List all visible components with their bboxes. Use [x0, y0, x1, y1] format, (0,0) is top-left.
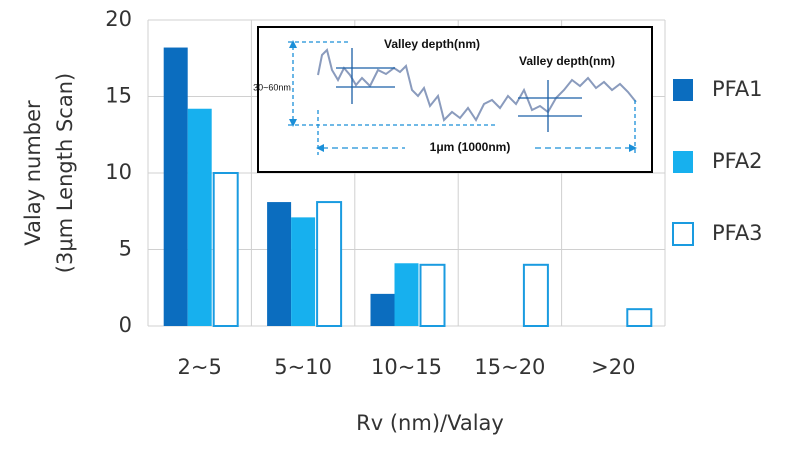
x-tick-label: >20 — [591, 355, 635, 379]
bar — [626, 308, 653, 328]
bar — [522, 263, 549, 327]
legend-label: PFA1 — [712, 77, 763, 101]
y-axis-label: (3μm Length Scan) — [53, 73, 77, 273]
legend-label: PFA2 — [712, 149, 763, 173]
y-axis-label: Valay number — [21, 100, 45, 246]
y-tick-label: 0 — [119, 313, 132, 337]
x-tick-label: 15~20 — [474, 355, 545, 379]
bar — [370, 293, 395, 326]
x-axis-label: Rv (nm)/Valay — [356, 411, 504, 435]
annotation: 1μm (1000nm) — [430, 140, 511, 154]
bar — [419, 263, 446, 327]
legend-swatch — [673, 151, 693, 173]
y-tick-label: 10 — [105, 160, 132, 184]
bar — [267, 202, 292, 326]
annotation: Valley depth(nm) — [384, 37, 480, 51]
legend-swatch — [673, 79, 693, 101]
bar — [187, 108, 212, 327]
x-tick-label: 2~5 — [178, 355, 222, 379]
bar — [291, 217, 316, 326]
x-tick-label: 5~10 — [274, 355, 332, 379]
dimension-lines — [288, 41, 636, 155]
bar — [163, 47, 188, 326]
plot-area: 0 5 10 15 20 2~5 5~10 10~15 15~20 >20 PFA1 PFA2 PFA3 — [105, 7, 762, 379]
profile-line — [317, 48, 637, 122]
inset-diagram: Valley depth(nm) Valley depth(nm) 30~60n… — [253, 26, 653, 173]
annotation: Valley depth(nm) — [519, 54, 615, 68]
y-tick-label: 20 — [105, 7, 132, 31]
bar — [316, 201, 343, 328]
arrow-heads — [289, 40, 637, 152]
x-tick-label: 10~15 — [371, 355, 442, 379]
legend-swatch — [672, 222, 694, 246]
y-tick-label: 15 — [105, 84, 132, 108]
annotation: 30~60nm — [253, 82, 291, 92]
legend-label: PFA3 — [712, 221, 763, 245]
bar — [212, 172, 239, 327]
bar — [394, 263, 419, 326]
y-tick-label: 5 — [119, 237, 132, 261]
